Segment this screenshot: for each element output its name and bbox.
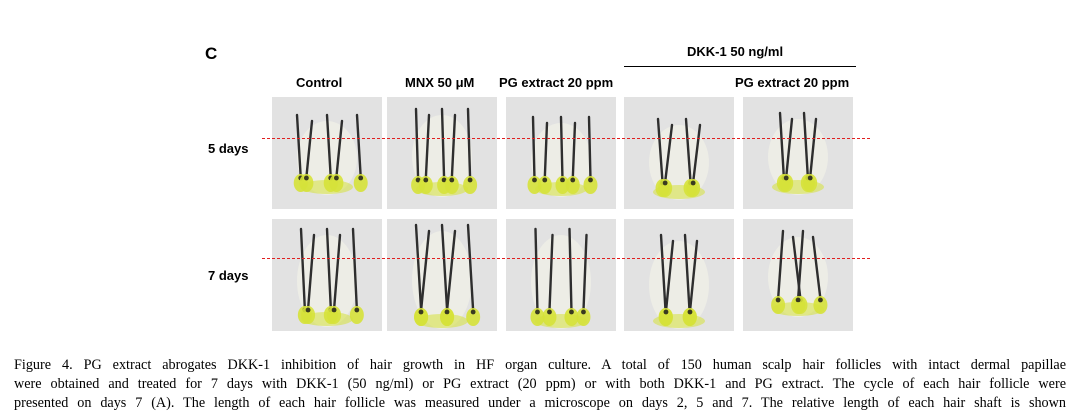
reference-line-5-days <box>262 138 870 139</box>
caption-line: presented on days 7 (A). The length of e… <box>14 395 1066 411</box>
hair-follicle-drawing <box>272 97 382 209</box>
dkk1-group-label: DKK-1 50 ng/ml <box>687 44 784 59</box>
hair-follicle-drawing <box>624 219 734 331</box>
follicle-photo-mnx-7-days <box>387 219 497 331</box>
hair-follicle-drawing <box>272 219 382 331</box>
follicle-photo-pg-extract-7-days <box>506 219 616 331</box>
row-label-5-days: 5 days <box>208 141 249 156</box>
column-label-mnx: MNX 50 μM <box>405 75 475 90</box>
dkk1-group-bracket <box>624 66 856 67</box>
hair-follicle-drawing <box>506 97 616 209</box>
follicle-photo-control-5-days <box>272 97 382 209</box>
follicle-photo-pg-extract-5-days <box>506 97 616 209</box>
hair-follicle-drawing <box>624 97 734 209</box>
hair-follicle-drawing <box>506 219 616 331</box>
follicle-photo-dkk1-5-days <box>624 97 734 209</box>
hair-follicle-drawing <box>743 97 853 209</box>
panel-letter: C <box>205 44 218 63</box>
follicle-photo-mnx-5-days <box>387 97 497 209</box>
hair-follicle-drawing <box>387 219 497 331</box>
follicle-photo-dkk1-pg-extract-5-days <box>743 97 853 209</box>
follicle-photo-dkk1-7-days <box>624 219 734 331</box>
caption-line: Figure 4. PG extract abrogates DKK-1 inh… <box>14 357 1066 373</box>
follicle-photo-control-7-days <box>272 219 382 331</box>
hair-follicle-drawing <box>743 219 853 331</box>
hair-follicle-drawing <box>387 97 497 209</box>
figure-caption: Figure 4. PG extract abrogates DKK-1 inh… <box>14 356 1066 413</box>
column-label-pg-extract: PG extract 20 ppm <box>499 75 614 90</box>
column-label-control: Control <box>296 75 343 90</box>
caption-line: were obtained and treated for 7 days wit… <box>14 376 1066 392</box>
row-label-7-days: 7 days <box>208 268 249 283</box>
reference-line-7-days <box>262 258 870 259</box>
follicle-photo-dkk1-pg-extract-7-days <box>743 219 853 331</box>
column-label-dkk1-pg-extract: PG extract 20 ppm <box>735 75 850 90</box>
